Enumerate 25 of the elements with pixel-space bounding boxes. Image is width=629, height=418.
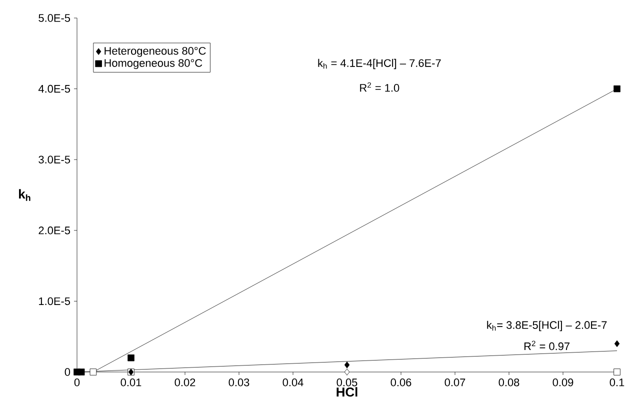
- legend-label: Heterogeneous 80°C: [104, 46, 206, 57]
- y-tick-label: 4.0E-5: [38, 84, 70, 93]
- y-tick-label: 1.0E-5: [39, 297, 70, 306]
- x-tick-label: 0.03: [228, 378, 250, 386]
- x-tick-label: 0.06: [390, 378, 412, 386]
- annotation: R$^{2}$ = 1.0: [360, 82, 400, 92]
- y-tick-label: 5.0E-5: [38, 14, 70, 22]
- annotation: k$_{h}$= 3.8E-5[HCl] – 2.0E-7: [487, 320, 607, 332]
- legend-label: Homogeneous 80°C: [104, 59, 202, 70]
- y-tick-label: 0: [64, 368, 70, 376]
- x-tick-label: 0.07: [444, 378, 466, 386]
- x-tick-label: 0.02: [174, 378, 196, 386]
- x-tick-label: 0.04: [282, 378, 304, 386]
- y-tick-label: 2.0E-5: [38, 226, 70, 234]
- x-axis-title: HCl: [336, 387, 358, 397]
- x-tick-label: 0.05: [336, 378, 358, 386]
- x-tick-label: 0.1: [610, 378, 624, 386]
- y-tick-label: 3.0E-5: [38, 156, 70, 164]
- x-tick-label: 0.01: [120, 378, 142, 386]
- x-tick-label: 0.09: [552, 378, 574, 386]
- text: k$_{h}$: [19, 189, 30, 201]
- x-tick-label: 0: [74, 378, 80, 386]
- annotation: R$^{2}$ = 0.97: [524, 340, 570, 350]
- annotation: k$_{h}$ = 4.1E-4[HCl] – 7.6E-7: [318, 58, 441, 70]
- x-tick-label: 0.08: [498, 378, 520, 386]
